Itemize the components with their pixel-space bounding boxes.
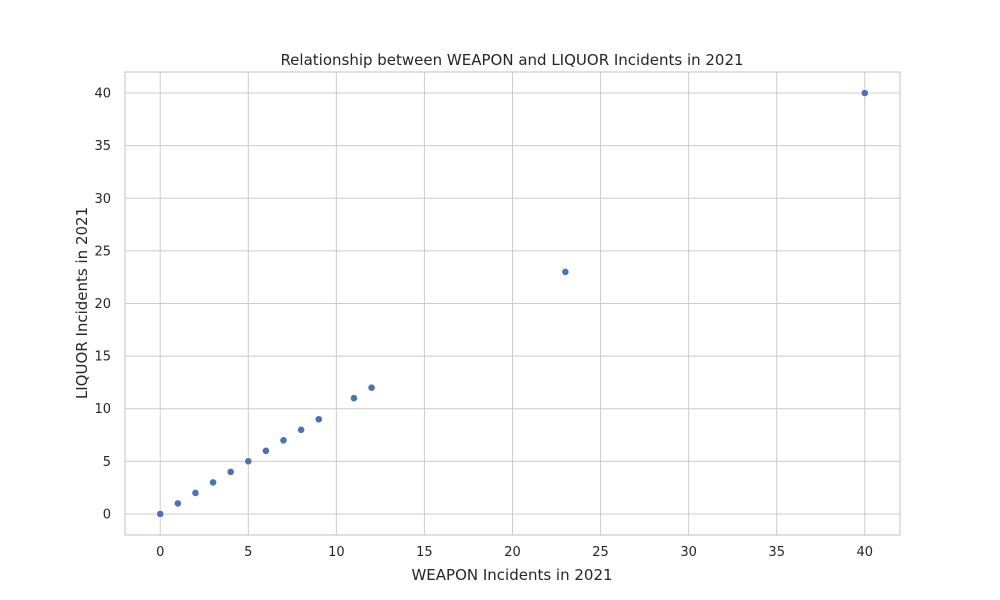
scatter-point — [173, 499, 182, 508]
data-points — [156, 89, 869, 518]
grid-lines — [125, 72, 900, 535]
scatter-point — [367, 383, 376, 392]
x-tick-label: 35 — [768, 545, 785, 560]
scatter-point — [244, 457, 253, 466]
x-tick-label: 40 — [856, 545, 873, 560]
x-tick-label: 30 — [680, 545, 697, 560]
scatter-point — [297, 425, 306, 434]
scatter-point — [350, 394, 358, 403]
x-axis-label: WEAPON Incidents in 2021 — [411, 566, 612, 584]
scatter-point — [860, 89, 869, 97]
tick-labels: 0 5 10 15 20 25 30 35 40 0 5 10 15 20 25 30 35 40 — [94, 87, 873, 560]
scatter-point — [262, 446, 270, 455]
y-tick-label: 25 — [94, 244, 111, 259]
y-tick-label: 35 — [94, 139, 111, 154]
x-tick-label: 10 — [328, 545, 345, 560]
y-tick-label: 0 — [103, 507, 111, 522]
scatter-point — [279, 436, 288, 445]
y-tick-label: 30 — [94, 192, 111, 207]
y-tick-label: 40 — [94, 87, 111, 102]
x-tick-label: 25 — [592, 545, 609, 560]
scatter-point — [191, 489, 200, 497]
y-tick-label: 5 — [103, 455, 111, 470]
scatter-point — [156, 510, 165, 518]
x-tick-label: 15 — [416, 545, 433, 560]
scatter-point — [314, 415, 323, 424]
x-tick-label: 0 — [156, 545, 164, 560]
plot-area-frame — [124, 71, 901, 536]
y-axis-label: LIQUOR Incidents in 2021 — [73, 207, 91, 399]
scatter-point — [561, 268, 570, 276]
x-tick-label: 20 — [504, 545, 521, 560]
scatter-point — [209, 478, 217, 487]
y-tick-label: 15 — [94, 350, 111, 365]
y-tick-label: 10 — [94, 402, 111, 417]
x-tick-label: 5 — [244, 545, 252, 560]
y-tick-label: 20 — [94, 297, 111, 312]
chart-title: Relationship between WEAPON and LIQUOR I… — [280, 51, 743, 69]
scatter-point — [226, 467, 235, 476]
